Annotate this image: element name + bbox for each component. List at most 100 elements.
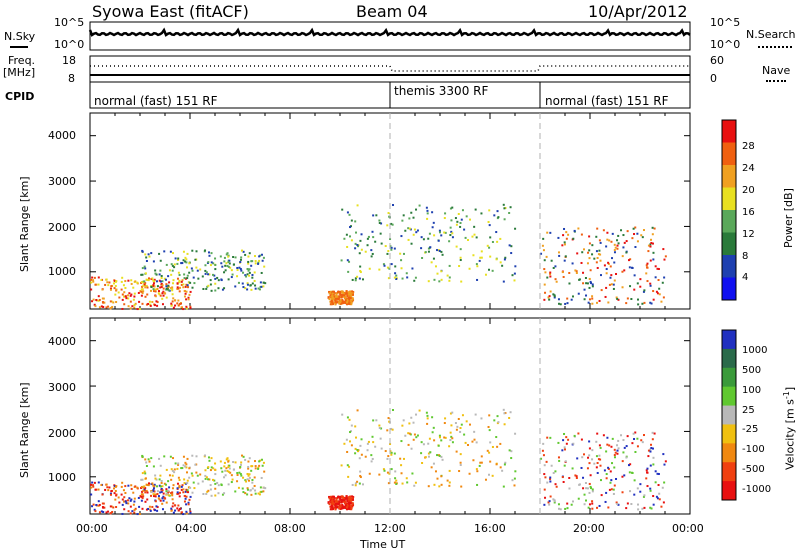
velocity-cell-441 xyxy=(172,457,175,460)
power-cbar-seg-4 xyxy=(722,210,736,233)
velocity-cell-1056 xyxy=(587,456,590,459)
power-cell-417 xyxy=(207,261,210,264)
power-cell-760 xyxy=(501,264,504,267)
power-cell-331 xyxy=(181,262,184,265)
velocity-cell-404 xyxy=(234,461,237,464)
velocity-cell-229 xyxy=(111,510,114,513)
velocity-cell-423 xyxy=(173,468,176,471)
velocity-cell-687 xyxy=(329,508,332,511)
velocity-cell-393 xyxy=(250,469,253,472)
velocity-cell-94 xyxy=(124,485,127,488)
velocity-cell-326 xyxy=(154,474,157,477)
velocity-cell-411 xyxy=(186,471,189,474)
velocity-cell-928 xyxy=(389,443,392,446)
power-cell-13 xyxy=(145,284,148,287)
velocity-cell-868 xyxy=(475,468,478,471)
power-cell-1151 xyxy=(610,283,613,286)
power-cell-1146 xyxy=(605,268,608,271)
velocity-cell-752 xyxy=(348,418,351,421)
velocity-cell-455 xyxy=(174,462,177,465)
velocity-cell-466 xyxy=(260,476,263,479)
velocity-cell-527 xyxy=(348,500,351,503)
velocity-cell-1118 xyxy=(646,467,649,470)
power-cell-804 xyxy=(499,237,502,240)
velocity-cell-1019 xyxy=(554,470,557,473)
power-cell-783 xyxy=(407,227,410,230)
velocity-cell-1059 xyxy=(587,506,590,509)
velocity-cell-728 xyxy=(444,436,447,439)
velocity-cell-1068 xyxy=(615,477,618,480)
power-cell-878 xyxy=(390,248,393,251)
velocity-cell-1070 xyxy=(596,471,599,474)
velocity-cell-236 xyxy=(101,506,104,509)
power-cell-195 xyxy=(183,289,186,292)
velocity-cell-807 xyxy=(472,459,475,462)
velocity-cell-0 xyxy=(90,483,93,486)
power-cell-565 xyxy=(327,296,330,299)
velocity-cell-671 xyxy=(351,496,354,499)
velocity-cell-875 xyxy=(370,454,373,457)
power-cell-1041 xyxy=(552,266,555,269)
velocity-cell-131 xyxy=(94,510,97,513)
velocity-cell-984 xyxy=(654,481,657,484)
power-cell-289 xyxy=(247,262,250,265)
power-cell-593 xyxy=(336,292,339,295)
power-cell-253 xyxy=(254,287,257,290)
power-cell-847 xyxy=(405,272,408,275)
power-cell-1195 xyxy=(605,272,608,275)
power-cell-713 xyxy=(331,292,334,295)
power-cell-288 xyxy=(236,266,239,269)
nsky-underline xyxy=(10,46,28,48)
velocity-cell-1080 xyxy=(637,508,640,511)
nave-tick-top: 60 xyxy=(710,54,724,67)
power-cell-394 xyxy=(244,253,247,256)
velocity-cell-859 xyxy=(474,413,477,416)
power-cell-637 xyxy=(332,298,335,301)
velocity-cell-1165 xyxy=(613,484,616,487)
velocity-cell-916 xyxy=(413,433,416,436)
velocity-cell-315 xyxy=(146,483,149,486)
power-cell-853 xyxy=(395,274,398,277)
velocity-cell-748 xyxy=(348,465,351,468)
power-cell-946 xyxy=(418,204,421,207)
xtick-1200: 12:00 xyxy=(374,522,406,535)
velocity-cell-667 xyxy=(338,495,341,498)
nave-trace xyxy=(90,65,690,72)
power-cell-348 xyxy=(186,252,189,255)
velocity-cell-988 xyxy=(626,502,629,505)
velocity-cell-1122 xyxy=(550,464,553,467)
power-cell-807 xyxy=(472,254,475,257)
velocity-cell-861 xyxy=(350,424,353,427)
power-cell-1038 xyxy=(656,267,659,270)
power-cell-685 xyxy=(346,303,349,306)
power-cell-151 xyxy=(157,292,160,295)
power-cell-223 xyxy=(188,293,191,296)
velocity-cell-1188 xyxy=(652,503,655,506)
nave-tick-bottom: 0 xyxy=(710,72,717,85)
power-cell-1092 xyxy=(658,293,661,296)
velocity-cell-938 xyxy=(390,427,393,430)
velocity-cell-372 xyxy=(168,474,171,477)
velocity-cell-476 xyxy=(170,468,173,471)
velocity-cell-468 xyxy=(167,494,170,497)
power-cell-33 xyxy=(180,283,183,286)
velocity-cell-1190 xyxy=(627,464,630,467)
power-cell-359 xyxy=(207,273,210,276)
power-cell-157 xyxy=(172,306,175,309)
velocity-cell-309 xyxy=(210,457,213,460)
velocity-cell-265 xyxy=(178,479,181,482)
power-cell-589 xyxy=(350,294,353,297)
power-cell-401 xyxy=(214,257,217,260)
power-cell-374 xyxy=(240,269,243,272)
velocity-cell-91 xyxy=(178,486,181,489)
velocity-cell-439 xyxy=(239,463,242,466)
velocity-cell-696 xyxy=(343,499,346,502)
power-cell-956 xyxy=(479,256,482,259)
power-cell-919 xyxy=(449,234,452,237)
xtick-0000: 00:00 xyxy=(76,522,108,535)
power-cell-29 xyxy=(97,276,100,279)
power-cell-664 xyxy=(339,302,342,305)
power-cell-885 xyxy=(476,278,479,281)
power-cell-392 xyxy=(262,281,265,284)
power-cell-1115 xyxy=(598,239,601,242)
